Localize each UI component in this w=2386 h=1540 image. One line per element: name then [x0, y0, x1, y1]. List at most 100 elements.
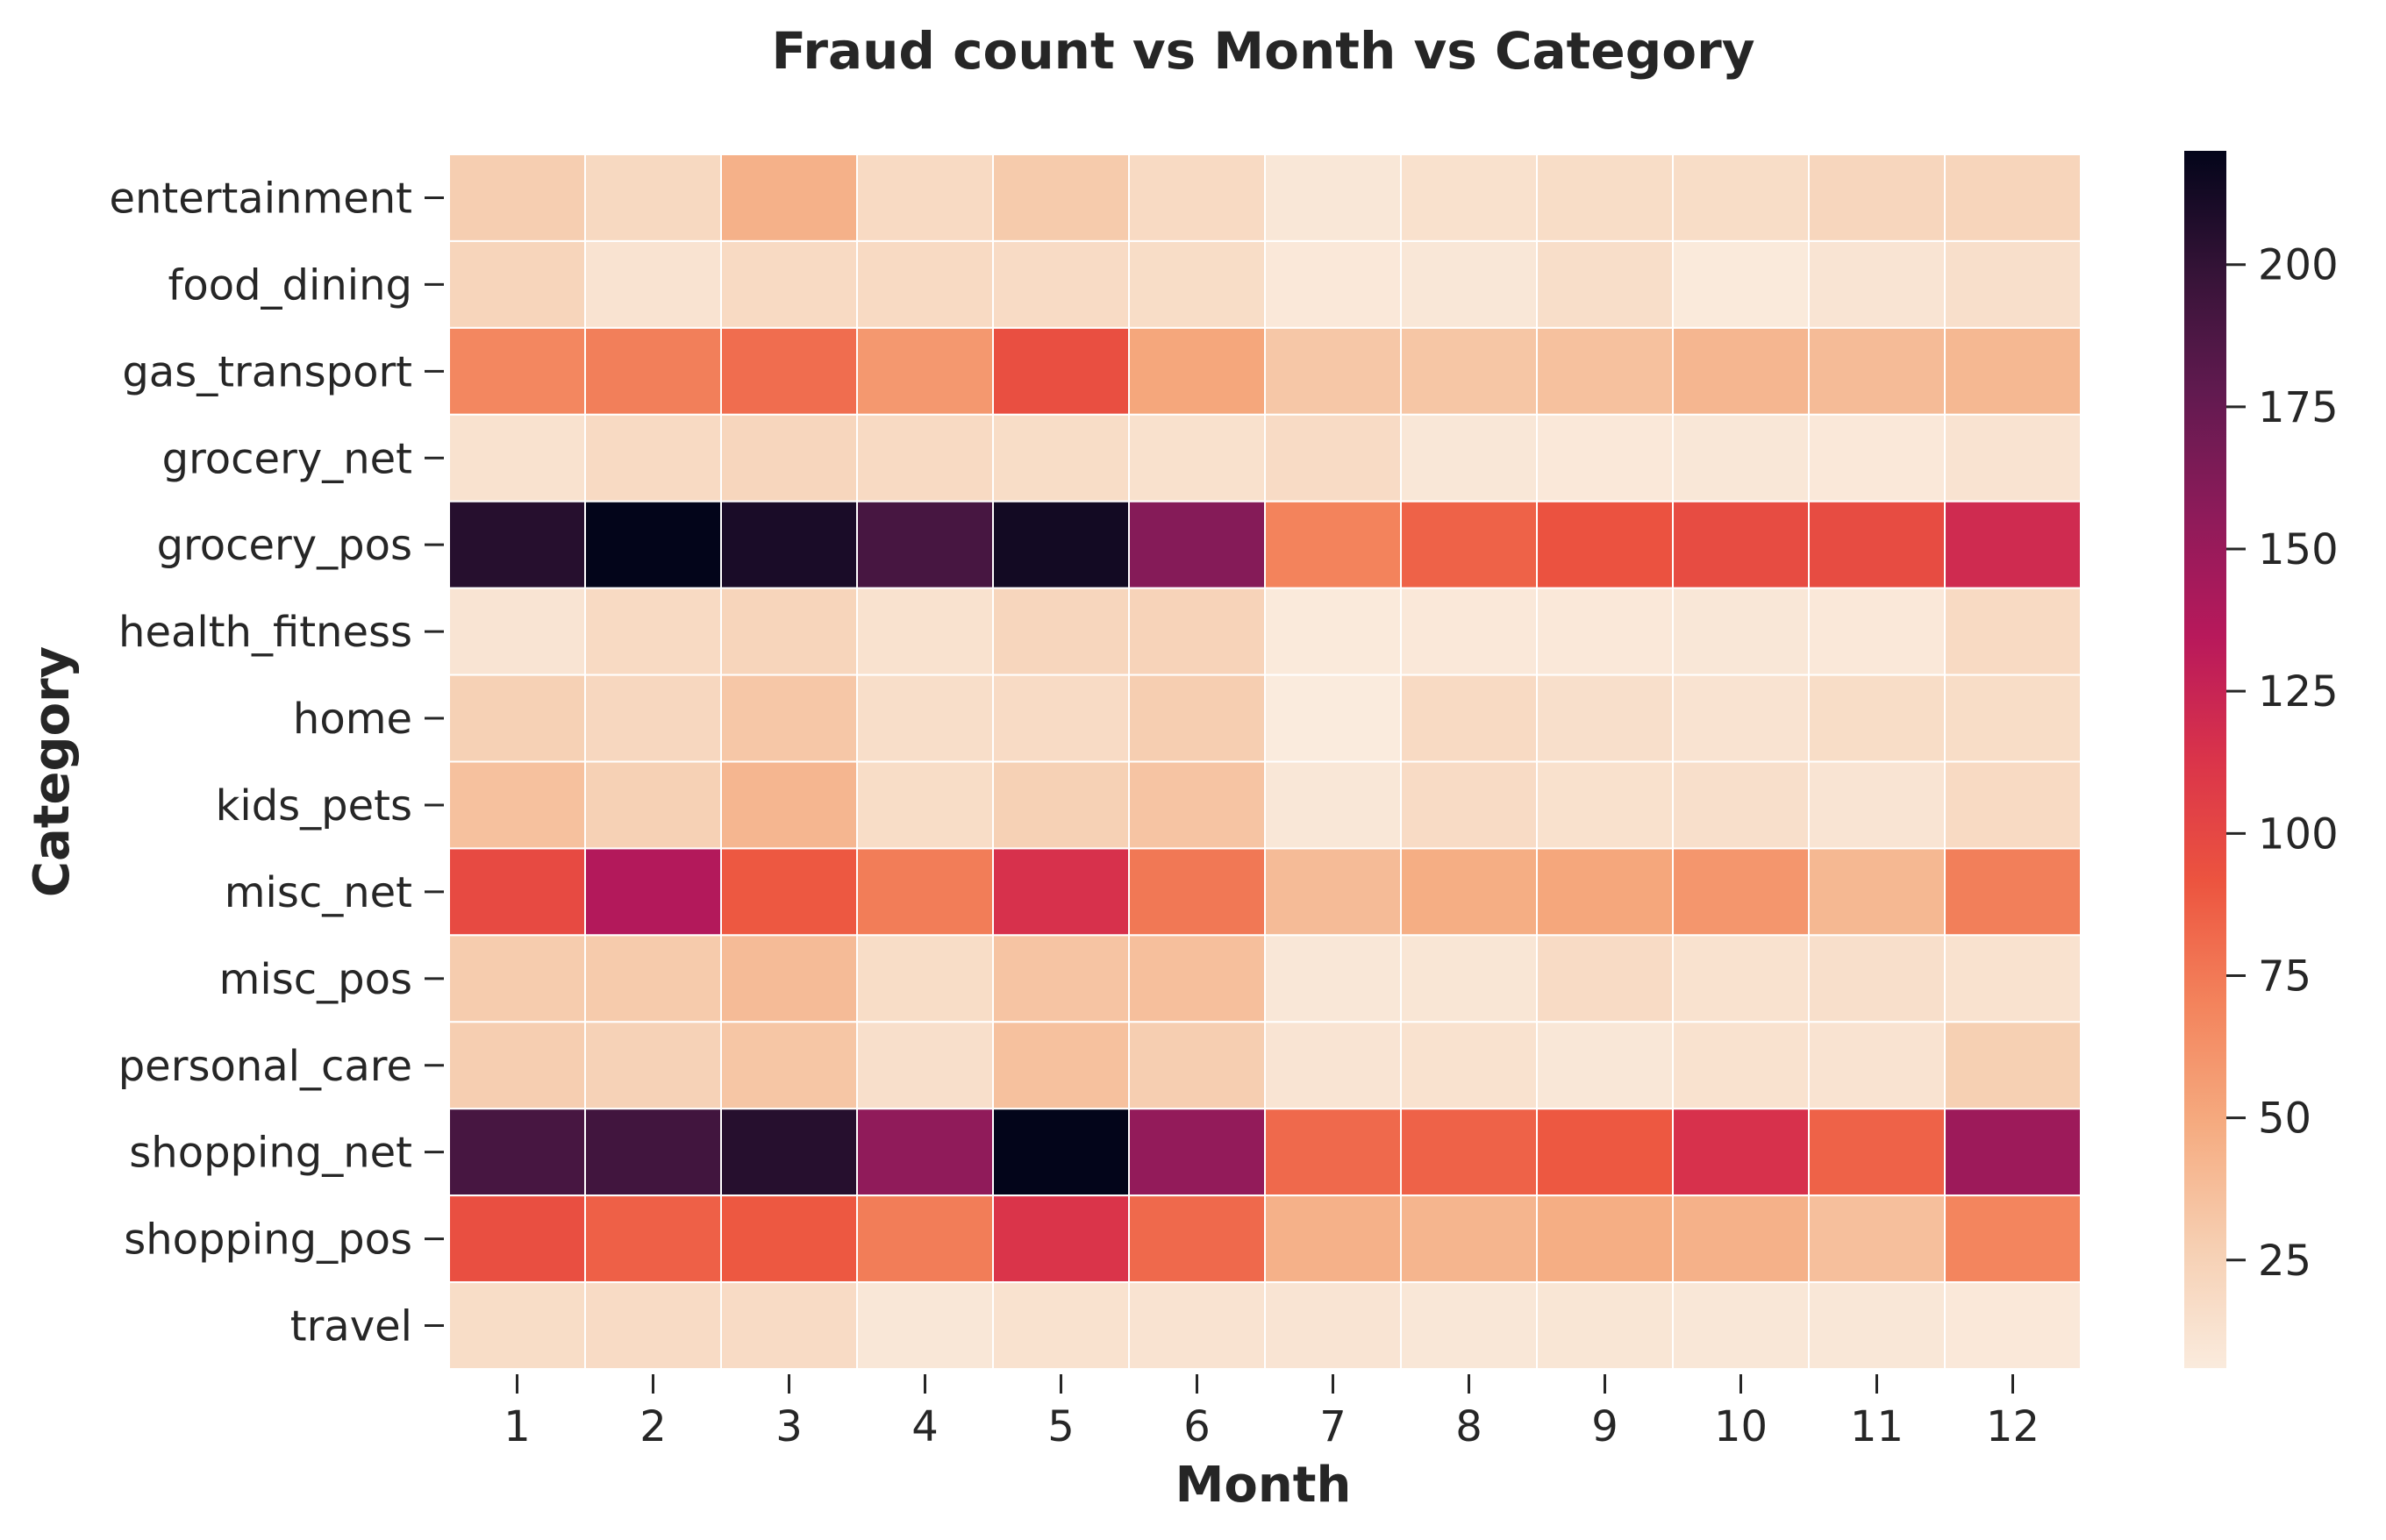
heatmap-cell [1400, 934, 1538, 1023]
heatmap-cell [1672, 239, 1810, 329]
heatmap-cell [1128, 326, 1266, 416]
heatmap-cell [1944, 500, 2082, 589]
heatmap-cell [1264, 413, 1402, 503]
heatmap-cell [1536, 326, 1674, 416]
heatmap-cell [448, 500, 586, 589]
heatmap-cell [1536, 587, 1674, 676]
heatmap-cell [1672, 326, 1810, 416]
heatmap-cell [1264, 1021, 1402, 1110]
heatmap-cell [856, 760, 994, 850]
heatmap-cell [720, 1021, 858, 1110]
heatmap-cell [1400, 587, 1538, 676]
heatmap-cell [856, 1194, 994, 1284]
heatmap-cell [1808, 239, 1946, 329]
heatmap-cell [1400, 760, 1538, 850]
heatmap-cell [1672, 934, 1810, 1023]
heatmap-cell [856, 326, 994, 416]
y-tick-label: food_dining [168, 260, 412, 310]
heatmap-cell [720, 153, 858, 242]
x-tick-label: 8 [1455, 1402, 1482, 1451]
heatmap-cell [1264, 674, 1402, 763]
heatmap-cell [1808, 934, 1946, 1023]
y-tick-label: kids_pets [216, 781, 412, 831]
x-tick-label: 1 [504, 1402, 531, 1451]
heatmap-cell [584, 760, 722, 850]
heatmap-cell [1808, 587, 1946, 676]
heatmap-cell [1944, 1021, 2082, 1110]
heatmap-cell [856, 239, 994, 329]
colorbar-tick-label: 75 [2258, 952, 2311, 1001]
heatmap-cell [1264, 847, 1402, 937]
x-tick-label: 4 [911, 1402, 939, 1451]
heatmap-cell [448, 1194, 586, 1284]
heatmap-cell [1808, 500, 1946, 589]
heatmap-cell [448, 760, 586, 850]
heatmap-cell [1400, 1021, 1538, 1110]
heatmap-cell [1944, 239, 2082, 329]
heatmap-cell [992, 153, 1130, 242]
colorbar-tick-label: 175 [2258, 383, 2339, 432]
heatmap-cell [448, 326, 586, 416]
heatmap-cell [448, 587, 586, 676]
heatmap-cell [1672, 1108, 1810, 1197]
heatmap-cell [1128, 239, 1266, 329]
heatmap-cell [1264, 500, 1402, 589]
heatmap-cell [1128, 1194, 1266, 1284]
heatmap-cell [1128, 847, 1266, 937]
heatmap-cell [1400, 674, 1538, 763]
y-tick-label: grocery_pos [157, 521, 412, 570]
heatmap-cell [1944, 1194, 2082, 1284]
colorbar-tick-label: 50 [2258, 1094, 2311, 1144]
x-tick-label: 3 [775, 1402, 803, 1451]
heatmap-cell [584, 587, 722, 676]
heatmap-cell [1536, 1194, 1674, 1284]
x-tick-label: 9 [1591, 1402, 1618, 1451]
x-tick-label: 11 [1850, 1402, 1904, 1451]
heatmap-cell [856, 934, 994, 1023]
heatmap-cell [1808, 153, 1946, 242]
heatmap-cell [1672, 1021, 1810, 1110]
y-tick-label: misc_pos [219, 955, 412, 1004]
heatmap-cell [1808, 1281, 1946, 1370]
heatmap-cell [1264, 153, 1402, 242]
heatmap-cell [1128, 587, 1266, 676]
x-tick-label: 6 [1183, 1402, 1211, 1451]
y-tick-label: home [293, 695, 412, 744]
heatmap-cell [584, 674, 722, 763]
heatmap-cell [1400, 500, 1538, 589]
heatmap-cell [992, 847, 1130, 937]
heatmap-cell [448, 413, 586, 503]
heatmap-cell [992, 934, 1130, 1023]
heatmap-cell [1672, 153, 1810, 242]
heatmap-cell [1536, 413, 1674, 503]
heatmap-cell [1536, 500, 1674, 589]
heatmap-cell [448, 153, 586, 242]
heatmap-cell [448, 1021, 586, 1110]
heatmap-cell [1128, 760, 1266, 850]
heatmap-cell [1128, 1108, 1266, 1197]
heatmap-cell [1672, 760, 1810, 850]
colorbar-tick-label: 150 [2258, 525, 2339, 574]
heatmap-cell [1128, 934, 1266, 1023]
heatmap-cell [1808, 1021, 1946, 1110]
y-tick-label: shopping_pos [124, 1216, 412, 1265]
heatmap-cell [856, 500, 994, 589]
heatmap-cell [1808, 1108, 1946, 1197]
heatmap-cell [1672, 587, 1810, 676]
x-tick-label: 7 [1319, 1402, 1347, 1451]
colorbar-tick-label: 200 [2258, 241, 2339, 290]
heatmap-cell [448, 847, 586, 937]
heatmap-cell [992, 326, 1130, 416]
heatmap-cell [448, 1108, 586, 1197]
heatmap-cell [1672, 847, 1810, 937]
heatmap-cell [856, 674, 994, 763]
heatmap-cell [992, 500, 1130, 589]
heatmap-cell [1536, 760, 1674, 850]
x-axis-label: Month [1175, 1457, 1352, 1514]
heatmap-cells [448, 153, 2082, 1370]
heatmap-cell [1944, 934, 2082, 1023]
heatmap-cell [584, 847, 722, 937]
heatmap-cell [1944, 413, 2082, 503]
y-tick-label: travel [290, 1302, 412, 1351]
heatmap-cell [856, 413, 994, 503]
